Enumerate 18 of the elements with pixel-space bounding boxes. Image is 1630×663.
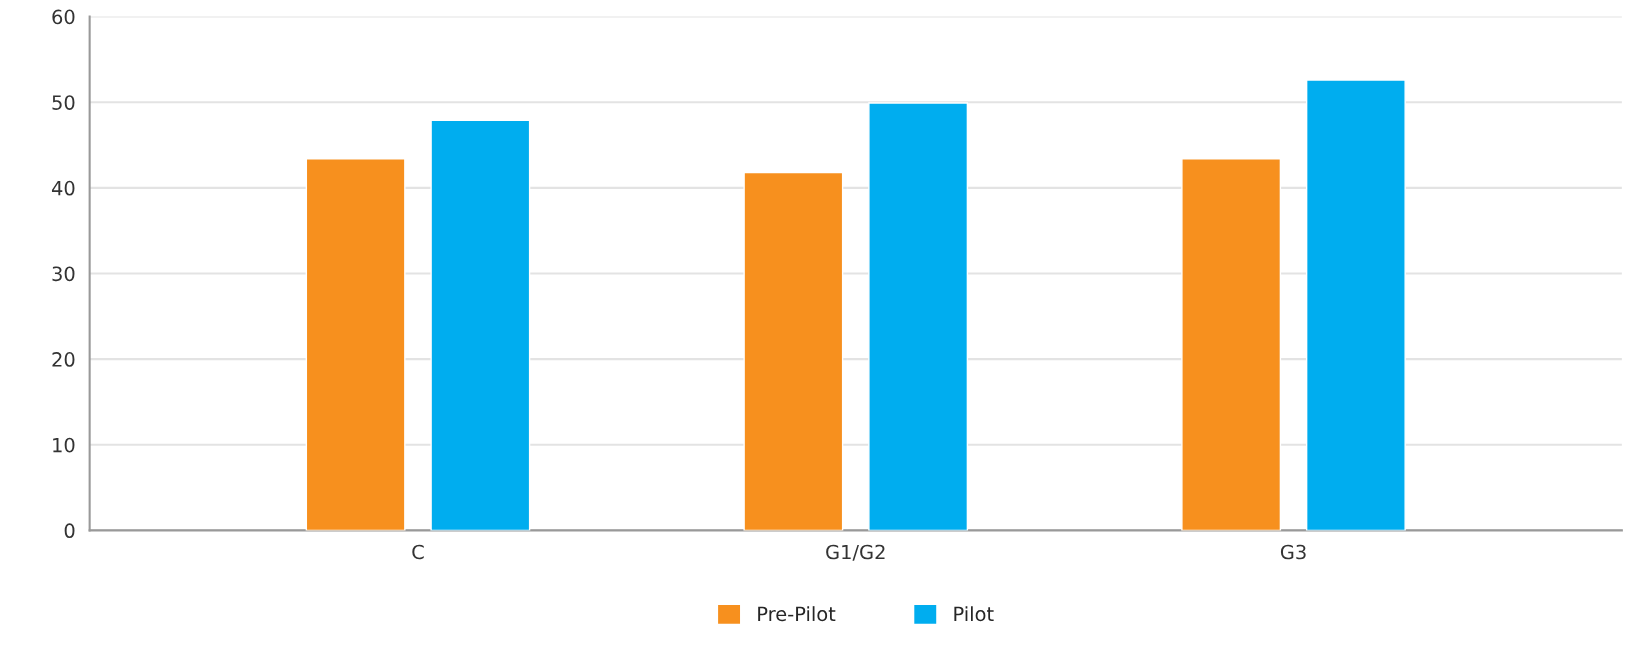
- x-tick-label: C: [412, 544, 424, 560]
- y-tick-label: 10: [53, 437, 75, 453]
- legend-label: Pilot: [954, 606, 994, 622]
- y-tick-label: 40: [51, 180, 75, 196]
- y-tick-label: 60: [52, 9, 75, 25]
- bar: [743, 171, 844, 531]
- y-tick-label: 20: [52, 352, 75, 367]
- bar: [868, 102, 969, 531]
- legend-label: Pre-Pilot: [758, 606, 836, 622]
- y-tick-label: 0: [64, 523, 75, 539]
- bar: [430, 119, 531, 531]
- y-tick-label: 30: [52, 266, 75, 282]
- x-tick-label: G1/G2: [826, 544, 885, 561]
- bar: [1181, 158, 1282, 531]
- x-tick-label: G3: [1280, 544, 1306, 560]
- bar: [305, 158, 406, 531]
- bar: [1305, 79, 1406, 531]
- y-tick-label: 50: [52, 95, 75, 110]
